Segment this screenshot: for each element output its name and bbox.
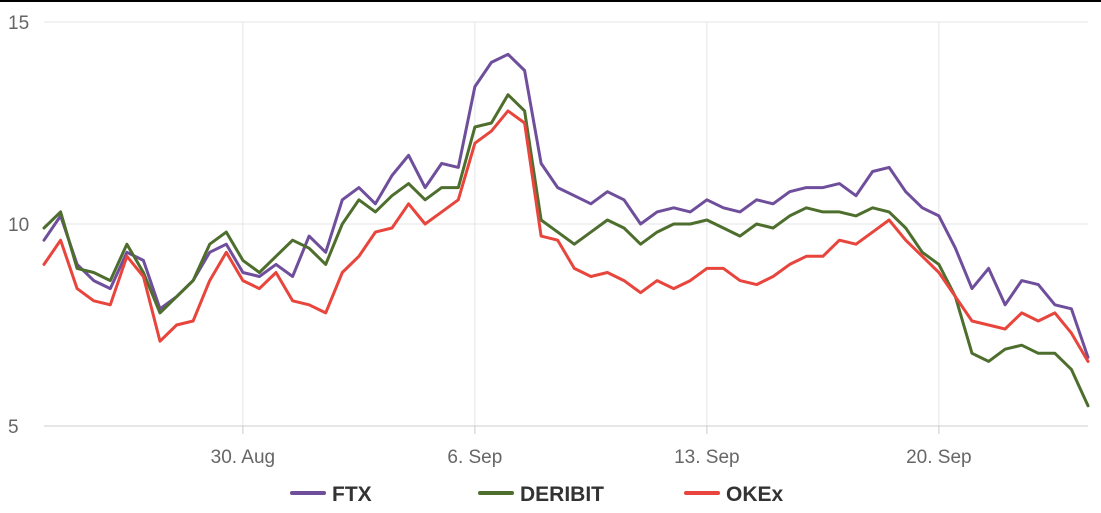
x-tick-label: 13. Sep [674, 447, 740, 468]
y-tick-label: 15 [8, 13, 29, 34]
legend-label: DERIBIT [520, 483, 604, 506]
legend-item-okex[interactable]: OKEx [684, 483, 784, 506]
horizontal-gridlines [44, 21, 1088, 427]
series-line-okex [42, 109, 1090, 363]
x-tick-label: 6. Sep [447, 447, 502, 468]
x-tick-label: 30. Aug [211, 447, 275, 468]
series-line-deribit [42, 93, 1090, 408]
x-tick-label: 20. Sep [906, 447, 972, 468]
legend-label: OKEx [726, 483, 784, 506]
legend-label: FTX [332, 483, 372, 506]
series-line-ftx [42, 52, 1090, 359]
y-axis-labels: 15 10 5 [8, 13, 29, 438]
legend[interactable]: FTX DERIBIT OKEx [290, 483, 784, 506]
y-tick-label: 5 [8, 417, 19, 438]
legend-item-deribit[interactable]: DERIBIT [478, 483, 604, 506]
series-lines [42, 52, 1090, 408]
x-axis-labels: 30. Aug 6. Sep 13. Sep 20. Sep [211, 447, 972, 468]
vertical-gridlines [242, 22, 940, 434]
top-border [0, 0, 1101, 2]
legend-item-ftx[interactable]: FTX [290, 483, 372, 506]
y-tick-label: 10 [8, 215, 29, 236]
